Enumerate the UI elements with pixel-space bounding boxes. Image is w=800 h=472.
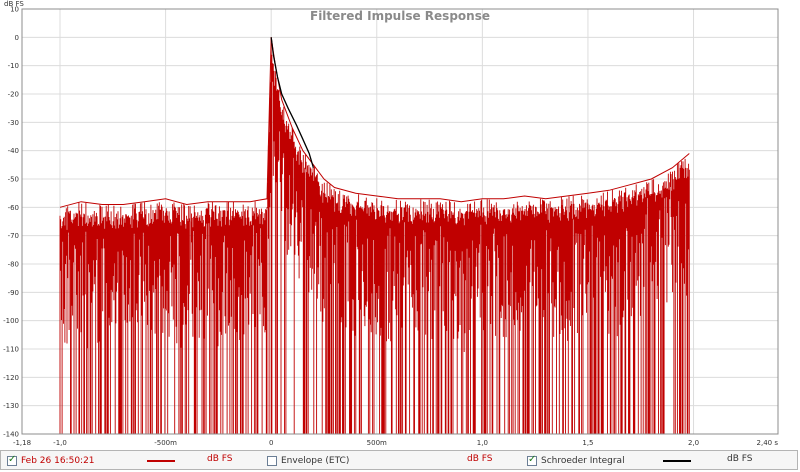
y-tick-label: -40 [8, 147, 19, 155]
envelope-label: Envelope (ETC) [281, 456, 350, 466]
schroeder-checkbox[interactable] [527, 454, 537, 466]
y-tick-label: -20 [8, 91, 19, 99]
axis-layer: 10 0 -10 -20 -30 -40 -50 -60 -70 -80 -90 -100 -110 -1… [3, 6, 779, 447]
y-tick-label: -120 [3, 374, 19, 382]
y-tick-label: -90 [8, 289, 19, 297]
x-tick-label: 2,40 s [757, 439, 779, 447]
x-tick-label: 0 [269, 439, 273, 447]
schroeder-line-swatch [663, 460, 691, 462]
y-axis-label: dB FS [4, 0, 24, 8]
chart-title: Filtered Impulse Response [310, 9, 490, 23]
plot-frame [21, 8, 779, 435]
y-tick-label: -70 [8, 232, 19, 240]
schroeder-integral-line [270, 37, 315, 168]
y-tick-label: 0 [15, 34, 19, 42]
y-tick-label: -130 [3, 402, 19, 410]
data-layer [59, 37, 690, 434]
y-tick-label: -110 [3, 346, 19, 354]
y-tick-label: -100 [3, 317, 19, 325]
measurement-unit: dB FS [207, 454, 233, 464]
legend-item-envelope[interactable]: Envelope (ETC) [267, 454, 349, 468]
x-tick-label: 500m [367, 439, 387, 447]
measurement-label: Feb 26 16:50:21 [21, 456, 95, 466]
y-tick-label: 10 [10, 6, 19, 14]
y-tick-label: -140 [3, 431, 19, 439]
measurement-line-swatch [147, 460, 175, 462]
y-tick-label: -80 [8, 261, 19, 269]
x-tick-label: 1,5 [582, 439, 593, 447]
y-tick-label: -10 [8, 62, 19, 70]
legend-bar: Feb 26 16:50:21 dB FS Envelope (ETC) dB … [0, 450, 798, 470]
y-tick-label: -50 [8, 176, 19, 184]
legend-item-measurement[interactable]: Feb 26 16:50:21 [7, 454, 95, 468]
envelope-unit: dB FS [467, 454, 493, 464]
x-tick-label: 1,0 [477, 439, 488, 447]
chart-panel: 10 0 -10 -20 -30 -40 -50 -60 -70 -80 -90 -100 -110 -1… [0, 0, 800, 450]
impulse-envelope-line [59, 37, 690, 208]
x-tick-label: 2,0 [688, 439, 699, 447]
schroeder-unit: dB FS [727, 454, 753, 464]
x-tick-label: -500m [154, 439, 177, 447]
measurement-checkbox[interactable] [7, 454, 17, 466]
plot-area[interactable]: 10 0 -10 -20 -30 -40 -50 -60 -70 -80 -90 -100 -110 -1… [0, 0, 800, 450]
y-tick-label: -30 [8, 119, 19, 127]
x-tick-label: -1,18 [13, 439, 31, 447]
y-tick-label: -60 [8, 204, 19, 212]
impulse-response-trace [59, 37, 690, 434]
envelope-checkbox[interactable] [267, 456, 277, 466]
legend-item-schroeder[interactable]: Schroeder Integral [527, 454, 625, 468]
x-tick-label: -1,0 [53, 439, 67, 447]
schroeder-label: Schroeder Integral [541, 456, 625, 466]
